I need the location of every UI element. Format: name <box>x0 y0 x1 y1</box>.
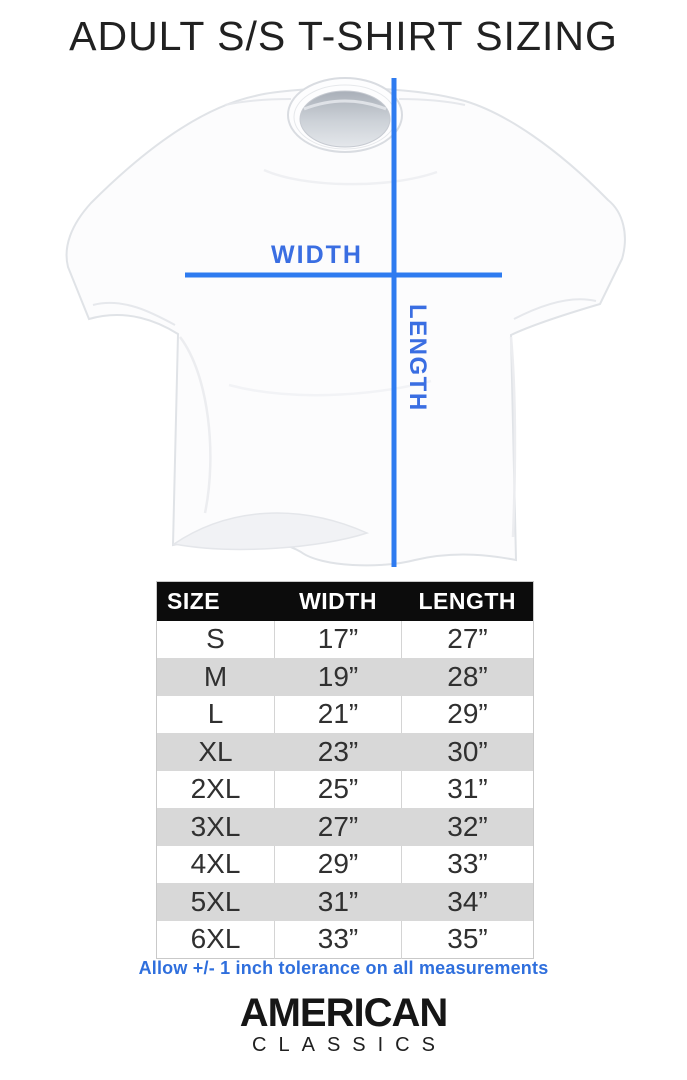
cell-length: 30” <box>401 733 534 771</box>
tshirt-graphic: WIDTH LENGTH <box>65 77 626 567</box>
header-width: WIDTH <box>274 581 402 621</box>
table-row: 5XL 31” 34” <box>156 883 534 921</box>
cell-width: 27” <box>274 808 402 846</box>
cell-length: 31” <box>447 773 488 805</box>
cell-width: 25” <box>274 770 402 808</box>
cell-width: 17” <box>274 620 402 658</box>
brand-logo: AMERICAN CLASSICS <box>0 992 687 1056</box>
table-row: S 17” 27” <box>156 620 534 658</box>
page-title: ADULT S/S T-SHIRT SIZING <box>69 13 618 59</box>
brand-subname: CLASSICS <box>252 1034 447 1056</box>
tolerance-note: Allow +/- 1 inch tolerance on all measur… <box>138 958 549 978</box>
size-chart-body: S 17” 27” M 19” 28” L 21” 29” <box>156 620 534 958</box>
cell-size: 5XL <box>156 883 275 921</box>
tshirt-diagram: WIDTH LENGTH <box>59 75 629 575</box>
table-row: L 21” 29” <box>156 695 534 733</box>
table-row: 2XL 25” 31” <box>156 770 534 808</box>
cell-length: 35” <box>447 923 488 954</box>
cell-length: 33” <box>447 848 488 880</box>
tshirt-seams <box>92 98 597 326</box>
cell-size: XL <box>156 733 275 771</box>
tshirt-wrinkles <box>179 168 517 538</box>
size-chart: SIZE WIDTH LENGTH S 17” 27” M 19” <box>156 581 534 959</box>
cell-width: 31” <box>274 883 402 921</box>
cell-length: 28” <box>401 658 534 696</box>
cell-width: 23” <box>274 733 402 771</box>
tshirt-hem-fold <box>172 512 370 551</box>
cell-length: 32” <box>401 808 534 846</box>
tshirt-body <box>65 86 626 567</box>
cell-length: 29” <box>447 698 488 730</box>
table-row: 6XL 33” 35” <box>156 920 534 958</box>
header-length: LENGTH <box>401 581 534 621</box>
table-row: M 19” 28” <box>156 658 534 696</box>
size-chart-header: SIZE WIDTH LENGTH <box>156 581 534 621</box>
cell-size: 3XL <box>156 808 275 846</box>
length-label: LENGTH <box>404 304 431 412</box>
cell-length: 27” <box>447 623 488 655</box>
cell-size: S <box>156 620 275 658</box>
table-row: XL 23” 30” <box>156 733 534 771</box>
tshirt-collar <box>287 77 403 153</box>
cell-width: 21” <box>274 695 402 733</box>
table-row: 4XL 29” 33” <box>156 845 534 883</box>
cell-size: 6XL <box>156 920 275 958</box>
header-size: SIZE <box>156 581 275 621</box>
cell-length: 34” <box>401 883 534 921</box>
cell-width: 19” <box>274 658 402 696</box>
cell-width: 29” <box>274 845 402 883</box>
cell-size: M <box>156 658 275 696</box>
cell-size: L <box>156 695 275 733</box>
width-label: WIDTH <box>271 241 363 269</box>
size-chart-table: SIZE WIDTH LENGTH S 17” 27” M 19” <box>156 581 534 959</box>
table-row: 3XL 27” 32” <box>156 808 534 846</box>
brand-name: AMERICAN <box>239 991 449 1035</box>
cell-width: 33” <box>274 920 402 958</box>
cell-size: 4XL <box>156 845 275 883</box>
cell-size: 2XL <box>156 770 275 808</box>
